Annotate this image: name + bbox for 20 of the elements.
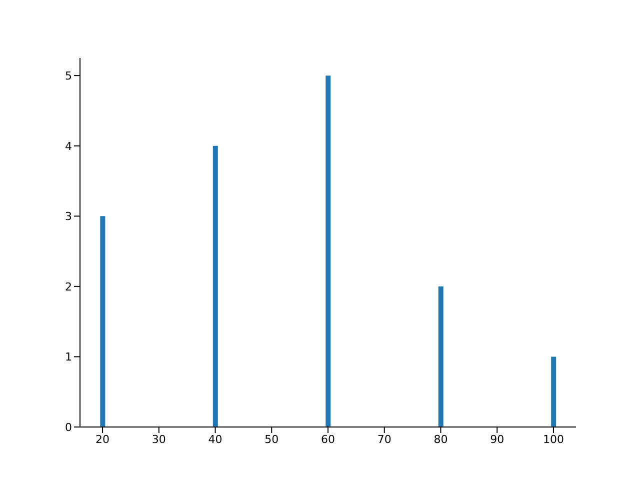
x-tick-label: 50	[264, 432, 279, 446]
bar	[551, 356, 556, 427]
bar	[438, 286, 444, 427]
y-tick-label: 0	[65, 420, 72, 434]
x-tick-label: 90	[490, 432, 504, 446]
x-tick-label: 60	[321, 432, 335, 446]
x-tick-label: 80	[434, 432, 448, 446]
bar	[326, 76, 331, 427]
y-tick-label: 1	[65, 350, 72, 364]
bar	[100, 216, 106, 427]
bar	[212, 146, 218, 427]
x-tick-label: 20	[96, 432, 110, 446]
y-tick-label: 2	[65, 280, 72, 294]
y-tick-label: 4	[65, 140, 72, 153]
x-tick-label: 70	[377, 432, 392, 446]
x-tick-label: 100	[542, 432, 564, 446]
x-tick-label: 30	[152, 432, 166, 446]
y-tick-label: 3	[65, 210, 72, 224]
x-tick-label: 40	[208, 432, 222, 446]
y-tick-label: 5	[65, 69, 72, 82]
